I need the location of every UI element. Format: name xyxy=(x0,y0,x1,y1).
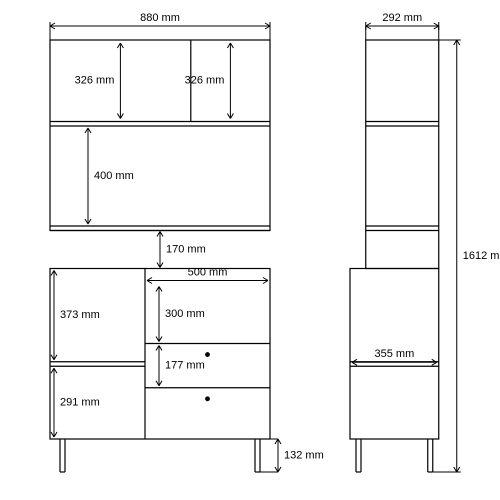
dim-170: 170 mm xyxy=(166,243,206,255)
dim-300: 300 mm xyxy=(165,308,205,320)
front-lower-outline xyxy=(50,269,270,440)
drawer-knob xyxy=(205,352,210,357)
dim-500: 500 mm xyxy=(188,266,228,278)
dim-326-right: 326 mm xyxy=(185,75,225,87)
dim-side-lower-depth: 355 mm xyxy=(375,348,415,360)
side-upper xyxy=(366,40,439,269)
dim-373: 373 mm xyxy=(60,309,100,321)
drawer-knob xyxy=(205,396,210,401)
dim-132: 132 mm xyxy=(284,449,324,461)
dim-326-left: 326 mm xyxy=(75,75,115,87)
dim-side-height: 1612 mm xyxy=(463,250,500,262)
dim-291: 291 mm xyxy=(60,397,100,409)
dim-400: 400 mm xyxy=(94,170,134,182)
dim-177: 177 mm xyxy=(165,360,205,372)
dim-front-width: 880 mm xyxy=(140,12,180,24)
dim-side-top-depth: 292 mm xyxy=(382,12,422,24)
front-upper-outline xyxy=(50,40,270,231)
